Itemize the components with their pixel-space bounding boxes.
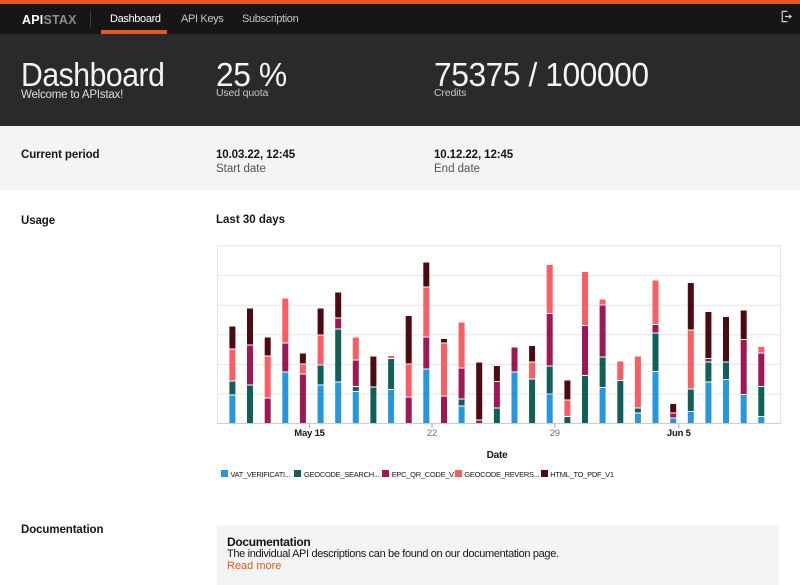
svg-text:29: 29 [550, 428, 560, 439]
svg-text:Date: Date [487, 450, 509, 461]
svg-text:May 15: May 15 [294, 428, 325, 439]
svg-text:Jun 5: Jun 5 [667, 428, 692, 439]
svg-text:22: 22 [427, 428, 437, 439]
